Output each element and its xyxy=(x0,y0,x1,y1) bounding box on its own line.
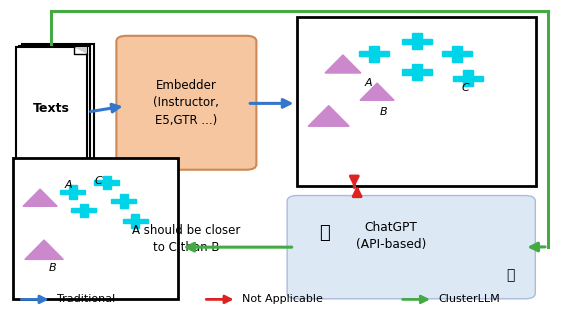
Text: Texts: Texts xyxy=(33,102,70,115)
Text: C: C xyxy=(94,176,102,186)
Text: ClusterLLM: ClusterLLM xyxy=(439,294,500,304)
Polygon shape xyxy=(370,46,379,62)
Polygon shape xyxy=(360,83,394,100)
Text: 🧐: 🧐 xyxy=(319,224,330,242)
Text: A: A xyxy=(65,180,73,190)
Polygon shape xyxy=(131,214,139,228)
Text: A should be closer
to C than B: A should be closer to C than B xyxy=(132,224,241,255)
Polygon shape xyxy=(402,39,432,44)
Polygon shape xyxy=(23,189,57,206)
Polygon shape xyxy=(120,194,128,208)
Polygon shape xyxy=(359,51,389,56)
FancyBboxPatch shape xyxy=(116,36,256,170)
Polygon shape xyxy=(72,208,97,212)
Polygon shape xyxy=(94,180,119,185)
Polygon shape xyxy=(463,70,473,86)
Text: Traditional: Traditional xyxy=(57,294,116,304)
Polygon shape xyxy=(25,240,63,259)
Text: Not Applicable: Not Applicable xyxy=(242,294,323,304)
Polygon shape xyxy=(122,219,148,223)
Text: ChatGPT
(API-based): ChatGPT (API-based) xyxy=(356,221,427,251)
Polygon shape xyxy=(452,46,462,62)
Polygon shape xyxy=(402,69,432,75)
Polygon shape xyxy=(103,176,111,189)
FancyBboxPatch shape xyxy=(19,46,90,175)
Polygon shape xyxy=(442,51,471,56)
FancyBboxPatch shape xyxy=(13,158,178,299)
FancyBboxPatch shape xyxy=(22,44,94,173)
Polygon shape xyxy=(412,33,422,49)
FancyBboxPatch shape xyxy=(287,196,535,299)
FancyBboxPatch shape xyxy=(297,17,537,186)
Text: B: B xyxy=(380,107,388,117)
Polygon shape xyxy=(308,106,349,126)
Text: A: A xyxy=(365,78,372,88)
Polygon shape xyxy=(69,185,77,199)
Text: Embedder
(Instructor,
E5,GTR ...): Embedder (Instructor, E5,GTR ...) xyxy=(153,79,219,127)
Polygon shape xyxy=(412,64,422,80)
Polygon shape xyxy=(60,190,85,194)
Text: 🔒: 🔒 xyxy=(507,268,515,282)
Polygon shape xyxy=(454,76,483,81)
Polygon shape xyxy=(74,47,87,54)
Text: B: B xyxy=(49,263,57,273)
Text: C: C xyxy=(462,83,469,93)
Polygon shape xyxy=(325,55,361,73)
Polygon shape xyxy=(80,204,88,217)
FancyBboxPatch shape xyxy=(15,47,87,176)
Polygon shape xyxy=(111,199,136,203)
